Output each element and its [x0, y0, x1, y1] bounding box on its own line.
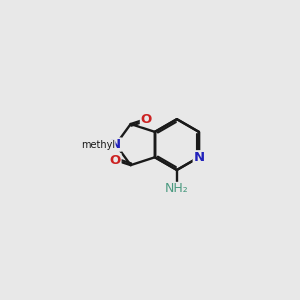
Text: NH₂: NH₂ [165, 182, 189, 195]
Text: methyl: methyl [81, 140, 115, 150]
Text: N: N [110, 138, 121, 151]
Text: O: O [110, 154, 121, 166]
Text: O: O [140, 112, 152, 125]
Text: N: N [193, 151, 204, 164]
